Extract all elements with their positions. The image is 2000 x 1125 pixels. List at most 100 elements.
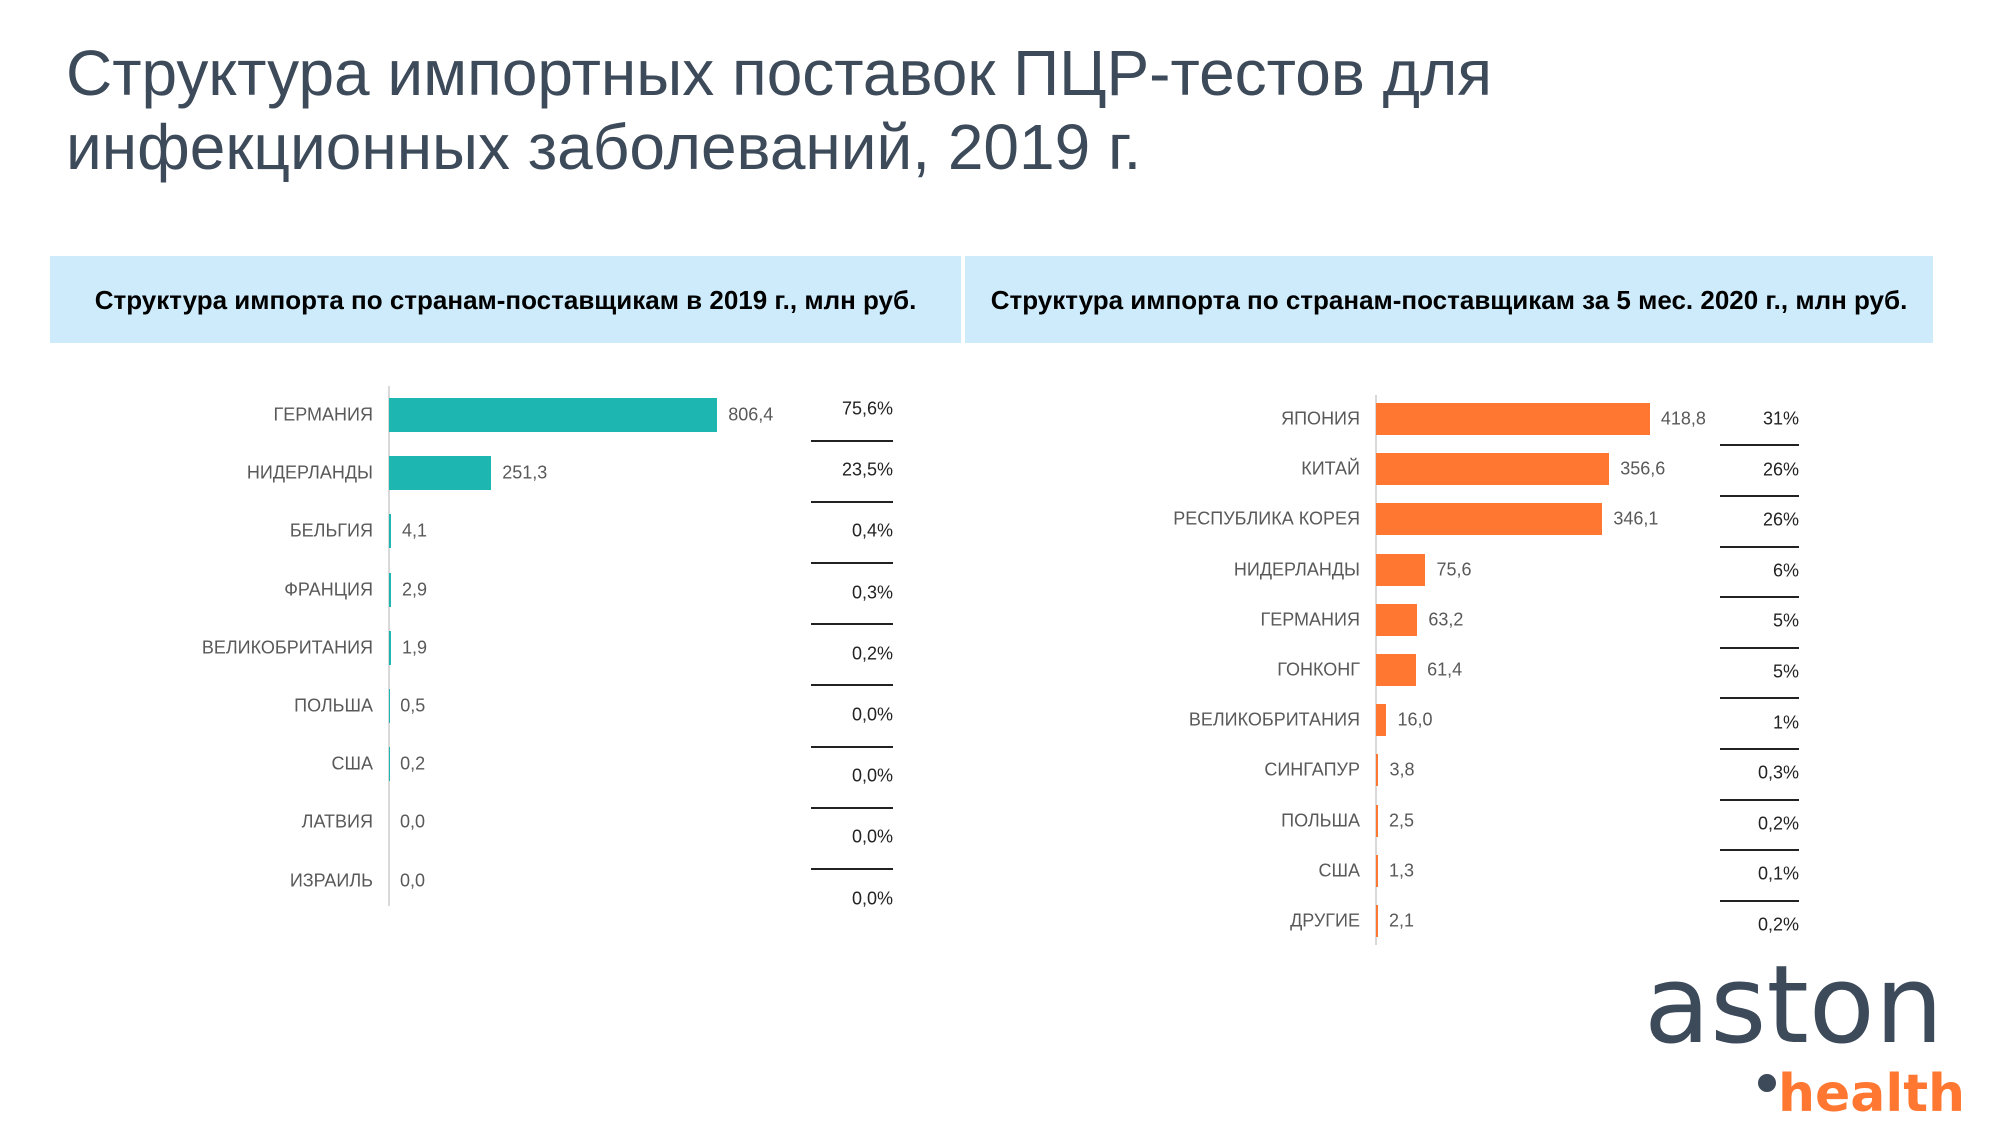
bar bbox=[389, 514, 391, 549]
value-label: 1,3 bbox=[1389, 860, 1415, 881]
value-label: 418,8 bbox=[1660, 408, 1706, 429]
bar bbox=[1376, 453, 1610, 486]
share-label: 0,2% bbox=[1757, 813, 1799, 834]
share-separator bbox=[811, 500, 893, 503]
share-label: 0,0% bbox=[851, 826, 893, 847]
share-separator bbox=[1720, 596, 1799, 599]
share-label: 0,2% bbox=[1757, 914, 1799, 935]
bar bbox=[1376, 503, 1603, 536]
category-label: США bbox=[1318, 860, 1360, 881]
share-label: 0,4% bbox=[851, 520, 893, 541]
logo-dot-icon bbox=[1758, 1074, 1776, 1092]
category-label: КИТАЙ bbox=[1301, 458, 1360, 479]
share-label: 0,0% bbox=[851, 765, 893, 786]
value-label: 2,9 bbox=[402, 579, 428, 600]
bar bbox=[389, 630, 391, 665]
category-label: НИДЕРЛАНДЫ bbox=[246, 462, 373, 483]
bar bbox=[1376, 603, 1418, 636]
value-label: 0,5 bbox=[400, 695, 426, 716]
bar bbox=[1376, 804, 1378, 837]
category-label: США bbox=[331, 753, 373, 774]
share-separator bbox=[1720, 899, 1799, 902]
share-label: 5% bbox=[1772, 610, 1799, 631]
category-label: ПОЛЬША bbox=[1281, 810, 1360, 831]
bar bbox=[1376, 403, 1650, 435]
share-separator bbox=[811, 439, 893, 442]
share-separator bbox=[1720, 545, 1799, 548]
share-label: 1% bbox=[1772, 712, 1799, 733]
share-separator bbox=[811, 684, 893, 687]
value-label: 63,2 bbox=[1428, 609, 1464, 630]
bar bbox=[1376, 905, 1378, 937]
share-label: 0,3% bbox=[851, 582, 893, 603]
category-label: ГЕРМАНИЯ bbox=[1260, 609, 1361, 630]
share-separator bbox=[811, 623, 893, 626]
bar bbox=[1376, 754, 1379, 787]
category-label: ЯПОНИЯ bbox=[1281, 408, 1360, 429]
category-label: ДРУГИЕ bbox=[1290, 910, 1360, 931]
value-label: 251,3 bbox=[502, 462, 548, 483]
category-label: ПОЛЬША bbox=[294, 695, 373, 716]
category-label: ЛАТВИЯ bbox=[301, 811, 373, 832]
category-label: ФРАНЦИЯ bbox=[284, 579, 373, 600]
share-separator bbox=[1720, 747, 1799, 750]
bar bbox=[389, 398, 718, 432]
category-label: НИДЕРЛАНДЫ bbox=[1233, 559, 1360, 580]
category-label: БЕЛЬГИЯ bbox=[289, 520, 373, 541]
category-label: ГЕРМАНИЯ bbox=[273, 404, 374, 425]
bar bbox=[1376, 654, 1417, 686]
share-label: 23,5% bbox=[841, 459, 893, 480]
category-label: СИНГАПУР bbox=[1264, 759, 1360, 780]
share-label: 0,1% bbox=[1757, 863, 1799, 884]
logo-text-health: health bbox=[1778, 1064, 1966, 1124]
aston-health-logo: aston health bbox=[1640, 950, 1990, 1125]
value-label: 356,6 bbox=[1620, 458, 1666, 479]
share-label: 26% bbox=[1762, 509, 1799, 530]
share-label: 26% bbox=[1762, 459, 1799, 480]
value-label: 2,1 bbox=[1389, 910, 1415, 931]
share-separator bbox=[811, 806, 893, 809]
bar bbox=[1376, 553, 1426, 586]
value-label: 16,0 bbox=[1397, 709, 1433, 730]
bar bbox=[1376, 854, 1378, 887]
category-label: ГОНКОНГ bbox=[1277, 659, 1360, 680]
share-separator bbox=[1720, 697, 1799, 700]
value-label: 806,4 bbox=[728, 404, 774, 425]
bar bbox=[1376, 704, 1387, 737]
share-label: 6% bbox=[1772, 560, 1799, 581]
share-separator bbox=[811, 562, 893, 564]
value-label: 3,8 bbox=[1389, 759, 1415, 780]
value-label: 61,4 bbox=[1427, 659, 1463, 680]
value-label: 346,1 bbox=[1613, 508, 1659, 529]
share-separator bbox=[811, 745, 893, 748]
share-separator bbox=[1720, 798, 1799, 801]
share-label: 0,2% bbox=[851, 643, 893, 664]
chart-2019-header: Структура импорта по странам-поставщикам… bbox=[50, 256, 961, 343]
page-title: Структура импортных поставок ПЦР-тестов … bbox=[66, 37, 1492, 183]
value-label: 75,6 bbox=[1436, 559, 1472, 580]
value-label: 0,2 bbox=[400, 753, 426, 774]
bar bbox=[389, 572, 391, 607]
share-separator bbox=[1720, 494, 1799, 497]
category-label: ВЕЛИКОБРИТАНИЯ bbox=[201, 637, 373, 658]
bar bbox=[389, 456, 492, 491]
share-separator bbox=[1720, 849, 1799, 852]
logo-text-aston: aston bbox=[1644, 943, 1944, 1068]
share-label: 5% bbox=[1772, 661, 1799, 682]
chart-2020-header: Структура импорта по странам-поставщикам… bbox=[965, 256, 1933, 343]
value-label: 4,1 bbox=[402, 520, 428, 541]
value-label: 1,9 bbox=[402, 637, 428, 658]
share-separator bbox=[1720, 444, 1799, 447]
value-label: 2,5 bbox=[1389, 810, 1415, 831]
value-label: 0,0 bbox=[400, 811, 426, 832]
share-label: 75,6% bbox=[841, 398, 893, 419]
share-label: 0,0% bbox=[851, 704, 893, 725]
share-label: 31% bbox=[1762, 408, 1799, 429]
share-label: 0,0% bbox=[851, 888, 893, 909]
category-label: РЕСПУБЛИКА КОРЕЯ bbox=[1173, 508, 1360, 529]
category-label: ВЕЛИКОБРИТАНИЯ bbox=[1188, 709, 1360, 730]
category-label: ИЗРАИЛЬ bbox=[289, 870, 373, 891]
share-label: 0,3% bbox=[1757, 762, 1799, 783]
share-separator bbox=[811, 868, 893, 870]
